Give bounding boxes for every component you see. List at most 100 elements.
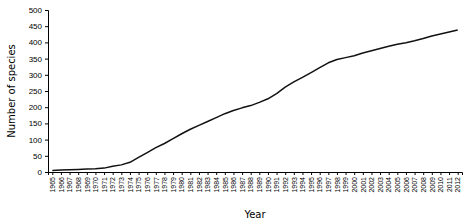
x-tick-label: 1997 bbox=[325, 177, 332, 193]
y-tick-label: 500 bbox=[29, 6, 43, 15]
x-tick-label: 1982 bbox=[196, 177, 203, 193]
x-tick-label: 2000 bbox=[351, 177, 358, 193]
x-tick: 1993 bbox=[291, 172, 298, 193]
x-tick-label: 1999 bbox=[342, 177, 349, 193]
y-tick: 200 bbox=[29, 103, 48, 112]
x-tick-label: 2003 bbox=[377, 177, 384, 193]
y-tick-mark bbox=[45, 156, 48, 157]
x-tick: 1970 bbox=[92, 172, 99, 193]
x-axis-line bbox=[49, 173, 463, 176]
x-tick-label: 1978 bbox=[161, 177, 168, 193]
x-tick-label: 1984 bbox=[213, 177, 220, 193]
x-tick-mark bbox=[432, 172, 433, 175]
x-tick-mark bbox=[164, 172, 165, 175]
x-tick: 1982 bbox=[196, 172, 203, 193]
x-tick: 1995 bbox=[308, 172, 315, 193]
x-tick: 1987 bbox=[239, 172, 246, 193]
y-tick-label: 100 bbox=[29, 136, 43, 145]
x-tick: 2002 bbox=[368, 172, 375, 193]
x-tick-label: 1977 bbox=[153, 177, 160, 193]
y-tick-mark bbox=[45, 10, 48, 11]
x-tick: 1984 bbox=[213, 172, 220, 193]
x-tick: 1968 bbox=[75, 172, 82, 193]
y-tick-label: 0 bbox=[38, 168, 43, 177]
x-tick: 1971 bbox=[101, 172, 108, 193]
x-tick-label: 1979 bbox=[170, 177, 177, 193]
x-tick-mark bbox=[449, 172, 450, 175]
y-tick: 150 bbox=[29, 119, 48, 128]
x-tick-mark bbox=[389, 172, 390, 175]
x-tick-mark bbox=[380, 172, 381, 175]
x-tick: 1999 bbox=[342, 172, 349, 193]
y-tick-mark bbox=[45, 42, 48, 43]
x-axis: 1965196619671968196919701971197219731974… bbox=[49, 172, 463, 193]
x-tick-mark bbox=[302, 172, 303, 175]
x-tick: 2005 bbox=[394, 172, 401, 193]
x-tick: 1983 bbox=[204, 172, 211, 193]
y-tick-mark bbox=[45, 107, 48, 108]
x-tick-label: 1974 bbox=[127, 177, 134, 193]
x-tick-label: 1969 bbox=[84, 177, 91, 193]
x-tick-label: 2011 bbox=[446, 177, 453, 192]
x-tick-mark bbox=[199, 172, 200, 175]
x-tick-label: 1967 bbox=[66, 177, 73, 193]
x-tick: 1966 bbox=[58, 172, 65, 193]
x-tick-mark bbox=[156, 172, 157, 175]
x-tick-mark bbox=[233, 172, 234, 175]
x-tick-mark bbox=[397, 172, 398, 175]
y-tick-label: 250 bbox=[29, 87, 43, 96]
x-tick-label: 2012 bbox=[454, 177, 461, 193]
x-tick-mark bbox=[104, 172, 105, 175]
x-tick-label: 2005 bbox=[394, 177, 401, 193]
x-tick-label: 1995 bbox=[308, 177, 315, 193]
x-tick: 1969 bbox=[84, 172, 91, 193]
x-tick-mark bbox=[354, 172, 355, 175]
x-tick: 1976 bbox=[144, 172, 151, 193]
y-tick-label: 400 bbox=[29, 38, 43, 47]
x-tick-mark bbox=[440, 172, 441, 175]
x-tick-mark bbox=[87, 172, 88, 175]
x-tick-mark bbox=[259, 172, 260, 175]
x-tick-mark bbox=[406, 172, 407, 175]
x-tick-mark bbox=[182, 172, 183, 175]
x-tick: 1978 bbox=[161, 172, 168, 193]
x-tick-mark bbox=[70, 172, 71, 175]
x-tick-mark bbox=[208, 172, 209, 175]
x-tick-label: 2008 bbox=[420, 177, 427, 193]
x-tick: 1979 bbox=[170, 172, 177, 193]
x-tick-label: 2006 bbox=[403, 177, 410, 193]
x-tick: 1975 bbox=[135, 172, 142, 193]
y-tick-mark bbox=[45, 26, 48, 27]
x-tick-mark bbox=[311, 172, 312, 175]
x-tick-label: 1973 bbox=[118, 177, 125, 193]
x-tick-label: 2010 bbox=[437, 177, 444, 193]
y-axis: 050100150200250300350400450500 bbox=[29, 6, 49, 177]
x-tick-mark bbox=[320, 172, 321, 175]
x-tick: 1990 bbox=[265, 172, 272, 193]
y-tick-label: 200 bbox=[29, 103, 43, 112]
x-tick: 1974 bbox=[127, 172, 134, 193]
y-tick: 500 bbox=[29, 6, 48, 15]
y-axis-line bbox=[45, 11, 49, 173]
x-tick-mark bbox=[277, 172, 278, 175]
x-tick: 2008 bbox=[420, 172, 427, 193]
y-tick-mark bbox=[45, 59, 48, 60]
x-tick-mark bbox=[190, 172, 191, 175]
x-tick-mark bbox=[328, 172, 329, 175]
y-tick: 300 bbox=[29, 71, 48, 80]
x-tick-mark bbox=[130, 172, 131, 175]
x-tick-label: 1992 bbox=[282, 177, 289, 193]
x-tick: 1986 bbox=[230, 172, 237, 193]
x-tick-label: 1976 bbox=[144, 177, 151, 193]
x-tick: 1997 bbox=[325, 172, 332, 193]
x-tick: 2004 bbox=[385, 172, 392, 193]
x-tick: 1996 bbox=[316, 172, 323, 193]
x-tick-mark bbox=[78, 172, 79, 175]
x-tick: 1998 bbox=[334, 172, 341, 193]
x-tick-mark bbox=[139, 172, 140, 175]
chart: 1965196619671968196919701971197219731974… bbox=[0, 0, 474, 222]
x-tick-label: 1989 bbox=[256, 177, 263, 193]
y-tick-mark bbox=[45, 140, 48, 141]
x-axis-title: Year bbox=[243, 209, 266, 220]
x-tick-label: 1991 bbox=[273, 177, 280, 193]
